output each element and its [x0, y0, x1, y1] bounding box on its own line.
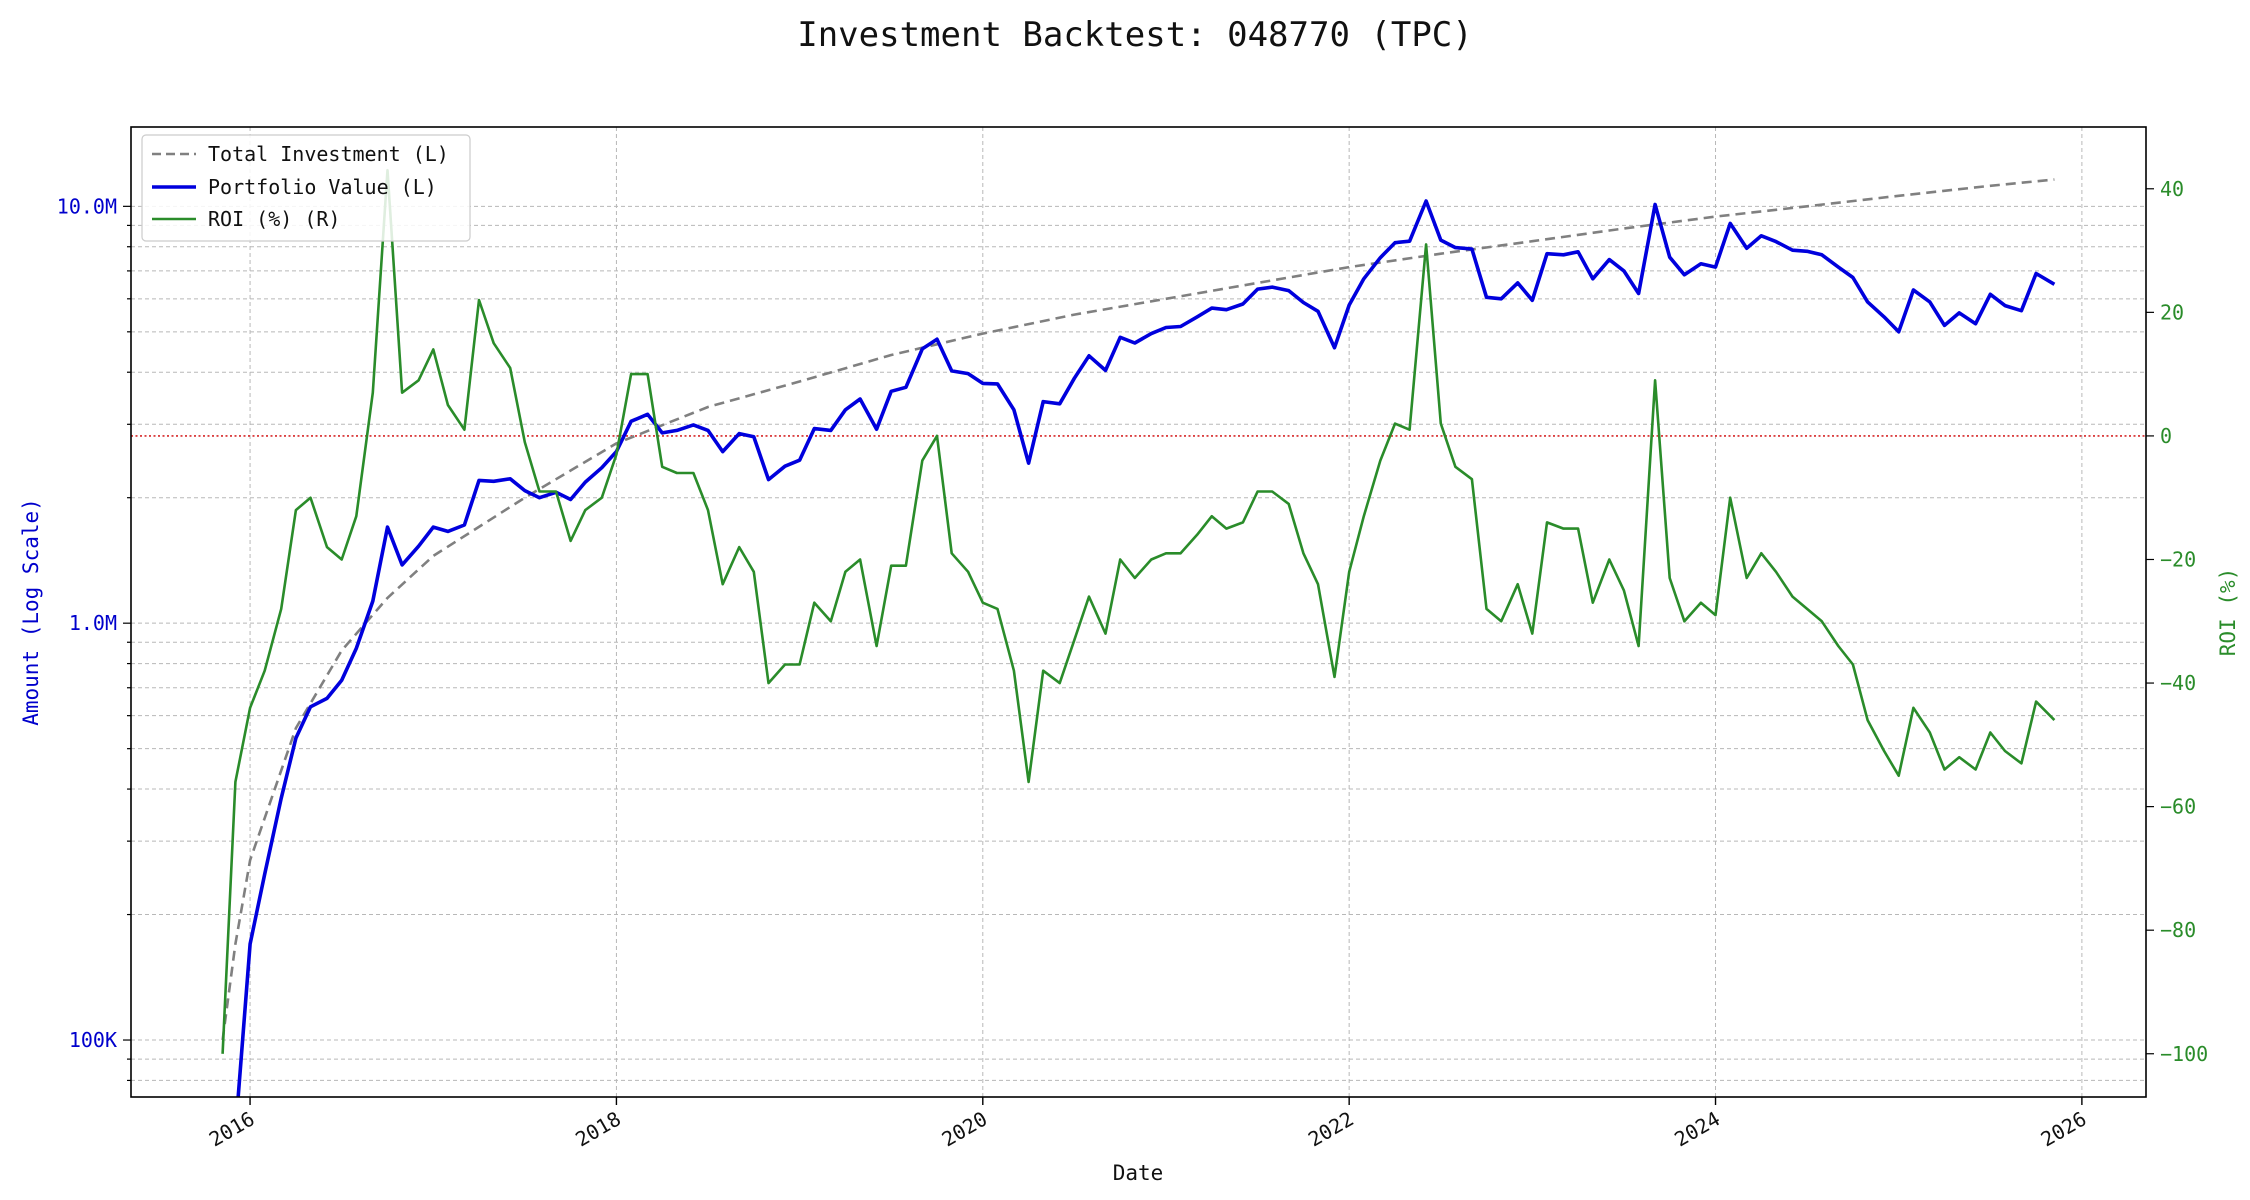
x-tick-label: 2026 — [2037, 1107, 2091, 1152]
x-tick-label: 2024 — [1670, 1107, 1724, 1152]
roi-line — [221, 168, 2056, 1054]
right-tick-label: −60 — [2160, 795, 2196, 819]
x-tick-label: 2020 — [938, 1107, 992, 1152]
left-tick-label: 100K — [69, 1028, 117, 1052]
right-tick-label: −40 — [2160, 671, 2196, 695]
right-tick-label: 40 — [2160, 177, 2184, 201]
x-tick-label: 2022 — [1304, 1107, 1358, 1152]
left-tick-label: 10.0M — [57, 194, 117, 218]
right-tick-label: −80 — [2160, 918, 2196, 942]
right-axis-label: ROI (%) — [2216, 568, 2240, 657]
x-tick-label: 2016 — [205, 1107, 259, 1152]
left-tick-label: 1.0M — [69, 611, 117, 635]
legend-label-roi: ROI (%) (R) — [208, 207, 340, 231]
legend-label-investment: Total Investment (L) — [208, 142, 449, 166]
right-y-axis: −100 −80 −60 −40 −20 0 20 40 — [2146, 177, 2208, 1066]
chart-title: Investment Backtest: 048770 (TPC) — [797, 15, 1473, 55]
portfolio-value-line — [236, 199, 2056, 1097]
legend-box — [141, 134, 471, 242]
right-tick-label: −20 — [2160, 547, 2196, 571]
right-tick-label: 0 — [2160, 424, 2172, 448]
x-axis: 2016 2018 2020 2022 2024 2026 — [205, 1097, 2091, 1152]
right-tick-label: −100 — [2160, 1042, 2208, 1066]
total-investment-line — [221, 178, 2055, 1041]
left-axis-label: Amount (Log Scale) — [19, 498, 43, 726]
x-tick-label: 2018 — [571, 1107, 625, 1152]
x-axis-label: Date — [1113, 1161, 1164, 1185]
plot-frame — [130, 126, 2147, 1098]
series-lines — [221, 168, 2056, 1097]
legend: Total Investment (L) Portfolio Value (L)… — [141, 134, 471, 242]
grid — [131, 127, 2146, 1097]
right-tick-label: 20 — [2160, 300, 2184, 324]
legend-label-portfolio: Portfolio Value (L) — [208, 175, 437, 199]
left-y-axis: 100K 1.0M 10.0M — [57, 194, 131, 1082]
